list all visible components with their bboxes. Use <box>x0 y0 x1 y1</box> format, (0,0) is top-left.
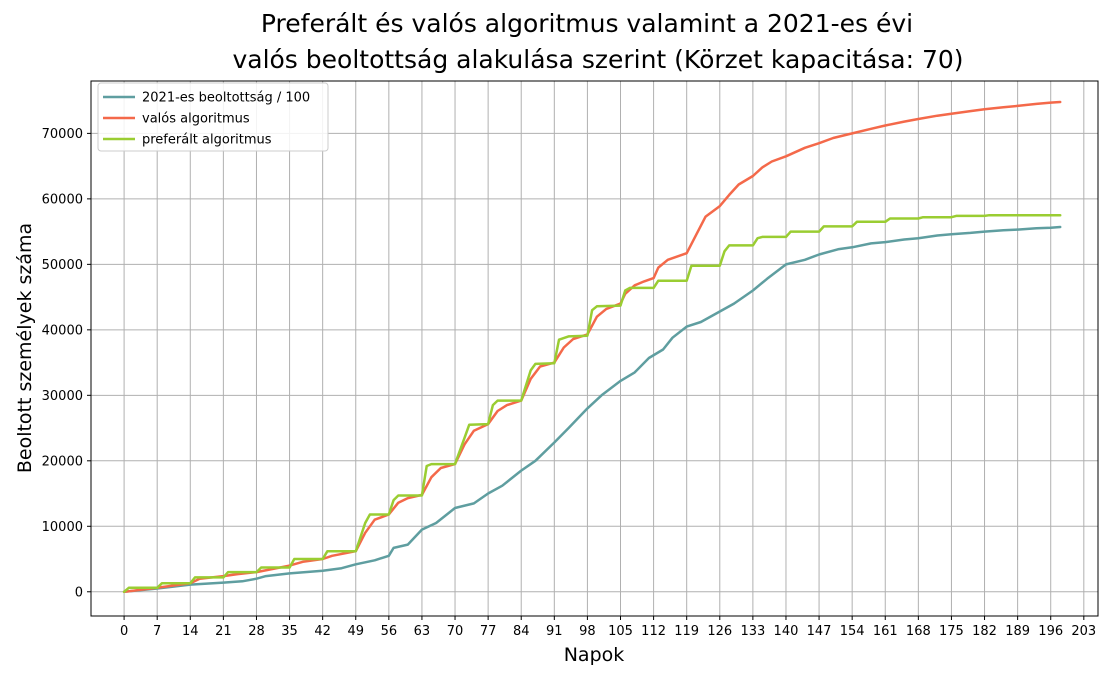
chart-title-line-2: valós beoltottság alakulása szerint (Kör… <box>232 45 963 74</box>
y-tick-label: 0 <box>75 585 83 600</box>
x-axis-label: Napok <box>564 644 625 666</box>
y-tick-label: 20000 <box>42 454 83 469</box>
x-tick-label: 196 <box>1038 624 1063 639</box>
x-tick-label: 28 <box>248 624 265 639</box>
x-tick-label: 203 <box>1071 624 1096 639</box>
x-tick-label: 189 <box>1005 624 1030 639</box>
x-tick-label: 35 <box>281 624 298 639</box>
y-tick-label: 30000 <box>42 389 83 404</box>
x-tick-label: 56 <box>381 624 398 639</box>
legend-label-2: valós algoritmus <box>142 112 250 127</box>
legend-label-1: 2021-es beoltottság / 100 <box>142 91 310 106</box>
legend-box <box>97 82 329 152</box>
y-axis-label: Beoltott személyek száma <box>14 223 36 473</box>
x-tick-label: 112 <box>641 624 666 639</box>
series-line-2 <box>122 100 1062 594</box>
x-tick-label: 77 <box>480 624 497 639</box>
y-tick-label: 40000 <box>42 323 83 338</box>
x-tick-label: 147 <box>807 624 832 639</box>
legend-label-3: preferált algoritmus <box>142 133 272 148</box>
x-tick-label: 70 <box>447 624 464 639</box>
x-axis-ticks: 0 7 14 21 28 35 42 49 56 63 70 77 84 91 98 105 112 119 126… <box>120 616 1096 639</box>
x-tick-label: 133 <box>740 624 765 639</box>
x-tick-label: 91 <box>546 624 563 639</box>
y-tick-label: 10000 <box>42 520 83 535</box>
chart-title-line-1: Preferált és valós algoritmus valamint a… <box>261 9 913 38</box>
grid-lines <box>91 81 1098 616</box>
y-tick-label: 60000 <box>42 192 83 207</box>
x-tick-label: 154 <box>840 624 865 639</box>
x-tick-label: 126 <box>707 624 732 639</box>
x-tick-label: 42 <box>314 624 331 639</box>
plot-area-frame <box>90 80 1099 617</box>
x-tick-label: 140 <box>774 624 799 639</box>
series-line-1 <box>122 225 1062 594</box>
x-tick-label: 105 <box>608 624 633 639</box>
series-layer <box>122 100 1062 594</box>
x-tick-label: 49 <box>347 624 364 639</box>
x-tick-label: 21 <box>215 624 232 639</box>
x-tick-label: 119 <box>674 624 699 639</box>
x-tick-label: 175 <box>939 624 964 639</box>
x-tick-label: 84 <box>513 624 530 639</box>
x-tick-label: 0 <box>120 624 128 639</box>
x-tick-label: 168 <box>906 624 931 639</box>
y-tick-label: 70000 <box>42 127 83 142</box>
x-tick-label: 161 <box>873 624 898 639</box>
series-line-3 <box>122 213 1062 594</box>
legend: 2021-es beoltottság / 100 valós algoritmu… <box>97 82 329 152</box>
y-tick-label: 50000 <box>42 258 83 273</box>
x-tick-label: 7 <box>153 624 161 639</box>
x-tick-label: 182 <box>972 624 997 639</box>
y-axis-ticks: 0 10000 20000 30000 40000 50000 60000 70000 <box>42 127 91 600</box>
x-tick-label: 98 <box>579 624 596 639</box>
x-tick-label: 63 <box>414 624 431 639</box>
x-tick-label: 14 <box>182 624 199 639</box>
